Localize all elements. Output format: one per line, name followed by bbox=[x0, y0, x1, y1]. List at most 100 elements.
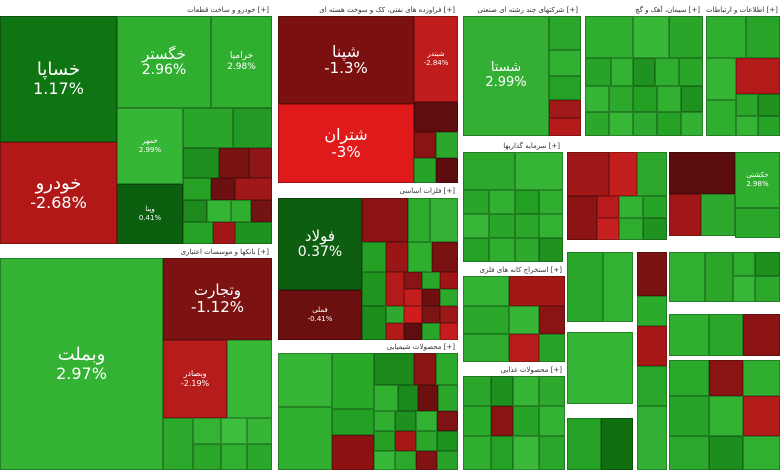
tile-small[interactable] bbox=[249, 148, 272, 178]
tile-small[interactable] bbox=[416, 411, 437, 431]
tile-small[interactable] bbox=[709, 436, 743, 470]
tile-small[interactable] bbox=[709, 314, 743, 356]
tile-small[interactable] bbox=[643, 196, 667, 218]
tile-small[interactable] bbox=[418, 385, 438, 411]
tile-small[interactable] bbox=[398, 385, 418, 411]
sector-header-ict[interactable]: اطلاعات و ارتباطات [+] bbox=[706, 4, 780, 16]
tile-small[interactable] bbox=[633, 16, 669, 58]
tile-small[interactable] bbox=[681, 112, 703, 136]
tile-small[interactable] bbox=[539, 306, 565, 334]
tile-small[interactable] bbox=[440, 323, 458, 340]
tile-small[interactable] bbox=[422, 306, 440, 323]
tile-small[interactable] bbox=[733, 252, 755, 276]
tile-small[interactable] bbox=[408, 198, 430, 242]
tile-small[interactable] bbox=[743, 396, 780, 436]
tile-vena[interactable]: وپنا 0.41% bbox=[117, 184, 183, 244]
tile-small[interactable] bbox=[637, 152, 667, 196]
tile-shasta[interactable]: شستا 2.99% bbox=[463, 16, 549, 136]
sector-header-investments[interactable]: سرمایه گذاریها [+] bbox=[463, 140, 563, 152]
tile-small[interactable] bbox=[247, 418, 272, 444]
tile-small[interactable] bbox=[513, 406, 539, 436]
tile-small[interactable] bbox=[233, 108, 272, 148]
tile-small[interactable] bbox=[395, 451, 416, 470]
tile-small[interactable] bbox=[332, 409, 374, 435]
tile-small[interactable] bbox=[491, 376, 513, 406]
tile-small[interactable] bbox=[414, 132, 436, 158]
sector-header-banks[interactable]: بانکها و موسسات اعتباری [+] bbox=[0, 246, 272, 258]
tile-small[interactable] bbox=[463, 306, 509, 334]
tile-small[interactable] bbox=[463, 334, 509, 362]
tile-small[interactable] bbox=[235, 178, 272, 200]
tile-small[interactable] bbox=[657, 86, 681, 112]
tile-small[interactable] bbox=[183, 200, 207, 222]
tile-small[interactable] bbox=[735, 208, 780, 238]
tile-small[interactable] bbox=[463, 238, 489, 262]
tile-vtejarat[interactable]: وتجارت -1.12% bbox=[163, 258, 272, 340]
tile-small[interactable] bbox=[463, 214, 489, 238]
tile-small[interactable] bbox=[539, 334, 565, 362]
tile-small[interactable] bbox=[539, 238, 563, 262]
tile-khegostar[interactable]: خگستر 2.96% bbox=[117, 16, 211, 108]
tile-small[interactable] bbox=[669, 152, 735, 194]
tile-small[interactable] bbox=[437, 411, 458, 431]
tile-small[interactable] bbox=[669, 16, 703, 58]
tile-small[interactable] bbox=[643, 218, 667, 240]
tile-small[interactable] bbox=[193, 418, 221, 444]
tile-small[interactable] bbox=[633, 86, 657, 112]
tile-small[interactable] bbox=[231, 200, 251, 222]
tile-small[interactable] bbox=[539, 376, 565, 406]
tile-small[interactable] bbox=[463, 276, 509, 306]
sector-header-cement[interactable]: سیمان، آهک و گچ [+] bbox=[585, 4, 703, 16]
tile-small[interactable] bbox=[438, 385, 458, 411]
tile-small[interactable] bbox=[597, 218, 619, 240]
tile-small[interactable] bbox=[513, 376, 539, 406]
tile-small[interactable] bbox=[609, 152, 637, 196]
tile-small[interactable] bbox=[362, 272, 386, 306]
tile-small[interactable] bbox=[567, 152, 609, 196]
tile-small[interactable] bbox=[395, 411, 416, 431]
tile-khemehvar[interactable]: خمهر 2.99% bbox=[117, 108, 183, 184]
tile-small[interactable] bbox=[637, 366, 667, 406]
tile-small[interactable] bbox=[463, 376, 491, 406]
tile-small[interactable] bbox=[395, 431, 416, 451]
tile-small[interactable] bbox=[657, 112, 681, 136]
tile-small[interactable] bbox=[163, 418, 193, 470]
tile-small[interactable] bbox=[509, 334, 539, 362]
tile-hekashti[interactable]: حکشتی 2.98% bbox=[735, 152, 780, 208]
sector-header-chemicals[interactable]: محصولات شیمیایی [+] bbox=[278, 341, 458, 353]
tile-small[interactable] bbox=[463, 152, 515, 190]
tile-small[interactable] bbox=[386, 323, 404, 340]
tile-small[interactable] bbox=[637, 406, 667, 470]
tile-small[interactable] bbox=[549, 76, 581, 100]
tile-shetran[interactable]: شتران -3% bbox=[278, 104, 414, 183]
tile-small[interactable] bbox=[362, 198, 408, 242]
sector-header-basic-metals[interactable]: فلزات اساسی [+] bbox=[278, 185, 458, 197]
tile-small[interactable] bbox=[515, 152, 563, 190]
tile-small[interactable] bbox=[637, 326, 667, 366]
tile-small[interactable] bbox=[637, 296, 667, 326]
tile-small[interactable] bbox=[619, 196, 643, 218]
tile-small[interactable] bbox=[637, 252, 667, 296]
tile-small[interactable] bbox=[436, 132, 458, 158]
tile-small[interactable] bbox=[733, 276, 755, 302]
tile-small[interactable] bbox=[221, 444, 247, 470]
tile-small[interactable] bbox=[669, 436, 709, 470]
tile-small[interactable] bbox=[386, 242, 408, 272]
tile-small[interactable] bbox=[669, 194, 701, 236]
tile-small[interactable] bbox=[440, 289, 458, 306]
tile-small[interactable] bbox=[463, 406, 491, 436]
tile-small[interactable] bbox=[736, 58, 780, 94]
tile-small[interactable] bbox=[278, 407, 332, 470]
tile-small[interactable] bbox=[669, 396, 709, 436]
tile-small[interactable] bbox=[211, 178, 235, 200]
sector-header-automotive[interactable]: خودرو و ساخت قطعات [+] bbox=[0, 4, 272, 16]
tile-small[interactable] bbox=[655, 58, 679, 86]
tile-small[interactable] bbox=[219, 148, 249, 178]
tile-small[interactable] bbox=[567, 252, 603, 322]
tile-small[interactable] bbox=[440, 272, 458, 289]
tile-small[interactable] bbox=[509, 306, 539, 334]
tile-small[interactable] bbox=[437, 451, 458, 470]
tile-small[interactable] bbox=[404, 289, 422, 306]
tile-small[interactable] bbox=[539, 436, 565, 470]
tile-small[interactable] bbox=[332, 353, 374, 409]
